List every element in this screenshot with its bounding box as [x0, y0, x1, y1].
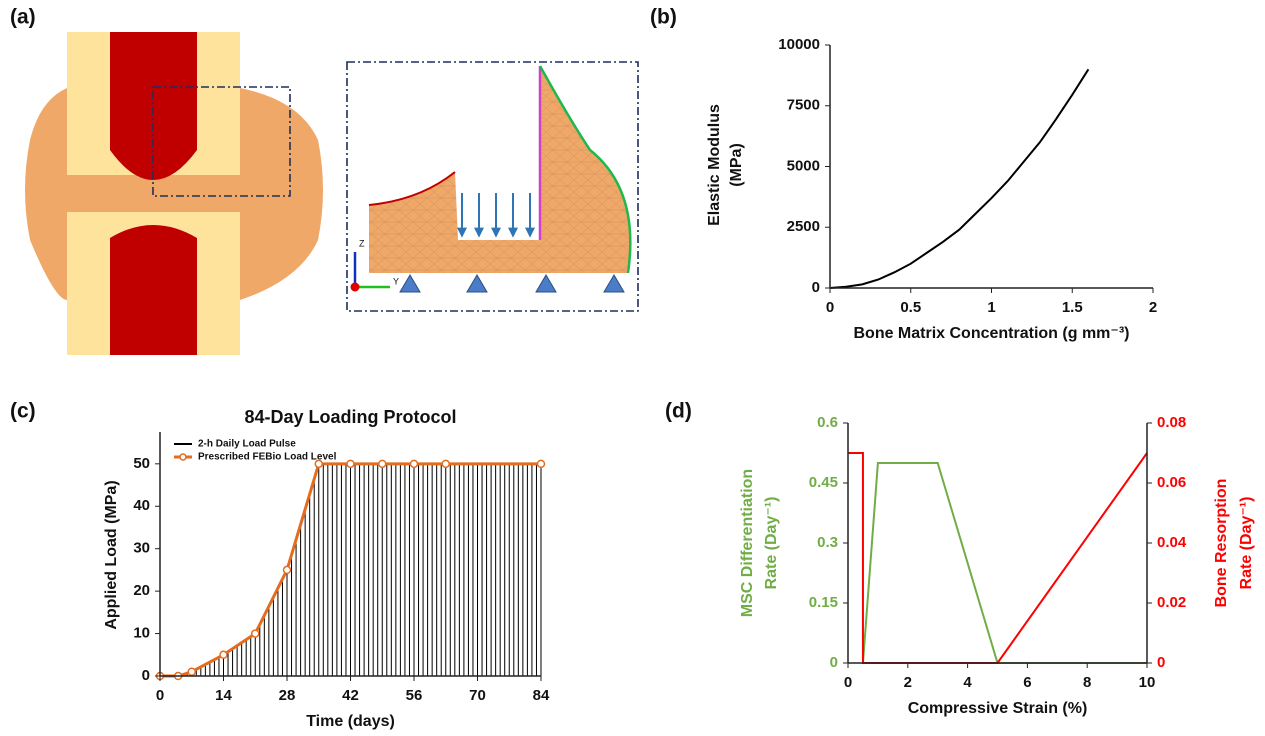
y-tick-label: 0 [812, 279, 820, 296]
marker [219, 650, 228, 660]
y-tick-label: 0.45 [809, 474, 838, 491]
edge-green [538, 65, 632, 274]
marker [441, 459, 450, 469]
marker [314, 459, 323, 469]
y-tick-label: 10 [133, 625, 150, 642]
marrow-top [110, 32, 197, 180]
x-tick-label: 0.5 [900, 299, 921, 316]
y2-tick-label: 0.02 [1157, 594, 1186, 611]
x-tick-label: 14 [215, 687, 232, 704]
y-tick-label: 40 [133, 497, 150, 514]
x-tick-label: 0 [826, 299, 834, 316]
x-axis-label: Bone Matrix Concentration (g mm⁻³) [853, 325, 1129, 342]
chart-title: 84-Day Loading Protocol [244, 407, 456, 427]
y-axis-label: Elastic Modulus [706, 104, 723, 226]
marker [251, 629, 260, 638]
y-tick-label: 50 [133, 455, 150, 472]
y2-tick-label: 0.04 [1157, 534, 1187, 551]
marker [187, 667, 196, 677]
y-tick-label: 0 [830, 654, 838, 671]
x-axis-label: Time (days) [306, 713, 395, 730]
y-axis-label: (MPa) [728, 143, 745, 187]
x-tick-label: 0 [156, 687, 164, 704]
marrow-bottom [110, 225, 197, 355]
y-tick-label: 10000 [778, 36, 820, 53]
x-tick-label: 70 [469, 687, 486, 704]
load-arrows [457, 193, 535, 238]
x-tick-label: 42 [342, 687, 359, 704]
y-axis-label: Applied Load (MPa) [103, 480, 120, 629]
edge-red [368, 171, 456, 206]
marker [409, 459, 419, 469]
panel-a-diagram: (a) Z Y [10, 6, 639, 355]
x-tick-label: 2 [904, 674, 912, 691]
y2-axis-label: Rate (Day⁻¹) [1238, 497, 1255, 590]
y2-axis-label: Bone Resorption [1213, 479, 1230, 608]
supports [399, 274, 625, 293]
marker [282, 565, 292, 575]
inset-box [346, 61, 639, 312]
x-tick-label: 1.5 [1062, 299, 1083, 316]
y-tick-label: 0 [142, 667, 150, 684]
y-tick-label: 30 [133, 540, 150, 557]
y-tick-label: 0.15 [809, 594, 838, 611]
x-tick-label: 0 [844, 674, 852, 691]
panel-label: (c) [10, 400, 36, 423]
origin [350, 282, 360, 292]
panel-label: (a) [10, 6, 36, 29]
x-tick-label: 6 [1023, 674, 1031, 691]
y2-tick-label: 0.06 [1157, 474, 1186, 491]
marker [346, 459, 355, 469]
marker [536, 459, 546, 469]
x-tick-label: 84 [533, 687, 550, 704]
zoom-box [152, 86, 291, 197]
y2-tick-label: 0.08 [1157, 414, 1186, 431]
y2-tick-label: 0 [1157, 654, 1165, 671]
axis-z-label: Z [359, 238, 365, 248]
series-line [848, 452, 1148, 664]
legend-label: 2-h Daily Load Pulse [198, 439, 296, 450]
y-tick-label: 0.3 [817, 534, 838, 551]
marker [378, 459, 387, 469]
y-tick-label: 20 [133, 582, 150, 599]
panel-label: (d) [665, 400, 692, 423]
legend-label: Prescribed FEBio Load Level [198, 452, 337, 463]
mesh-lines [369, 66, 631, 273]
y-tick-label: 2500 [787, 218, 820, 235]
x-tick-label: 2 [1149, 299, 1157, 316]
series-line [829, 68, 1090, 289]
x-tick-label: 1 [987, 299, 995, 316]
series-line [861, 462, 1147, 664]
x-tick-label: 4 [963, 674, 972, 691]
x-tick-label: 28 [279, 687, 296, 704]
axis-y-label: Y [393, 276, 399, 286]
y-tick-label: 5000 [787, 157, 820, 174]
y-tick-label: 7500 [787, 97, 820, 114]
x-axis-label: Compressive Strain (%) [908, 700, 1088, 717]
x-tick-label: 56 [406, 687, 423, 704]
legend-marker [179, 453, 187, 461]
x-tick-label: 10 [1139, 674, 1156, 691]
y-axis-label: Rate (Day⁻¹) [763, 497, 780, 590]
panel-label: (b) [650, 6, 677, 29]
y-tick-label: 0.6 [817, 414, 838, 431]
x-tick-label: 8 [1083, 674, 1091, 691]
y-axis-label: MSC Differentiation [739, 469, 756, 617]
